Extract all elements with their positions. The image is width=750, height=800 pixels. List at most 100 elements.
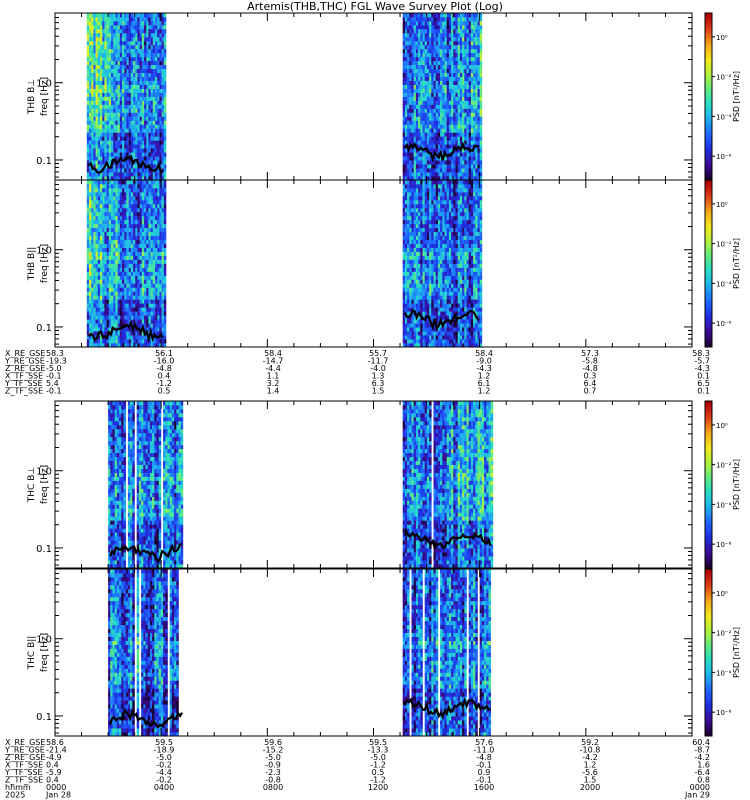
spectrogram-cell (433, 176, 436, 181)
spectrogram-cell (89, 295, 92, 300)
spectrogram-cell (139, 283, 143, 288)
spectrogram-cell (130, 40, 134, 46)
spectrogram-cell (479, 92, 483, 97)
spectrogram-cell (152, 21, 156, 26)
spectrogram-cell (148, 303, 151, 308)
spectrogram-cell (113, 211, 116, 217)
spectrogram-cell (150, 319, 154, 324)
spectrogram-cell (466, 17, 469, 22)
spectrogram-cell (122, 323, 125, 328)
spectrogram-cell (115, 199, 118, 205)
spectrogram-cell (402, 132, 406, 137)
spectrogram-cell (144, 24, 147, 30)
spectrogram-cell (141, 215, 145, 221)
spectrogram-cell (133, 92, 136, 97)
spectrogram-cell (473, 40, 476, 46)
spectrogram-cell (100, 156, 103, 161)
spectrogram-cell (137, 323, 140, 328)
spectrogram-cell (128, 28, 132, 34)
spectrogram-cell (148, 307, 151, 312)
spectrogram-cell (89, 112, 92, 117)
spectrogram-cell (139, 279, 143, 284)
spectrogram-cell (420, 124, 423, 129)
spectrogram-cell (137, 144, 140, 149)
spectrogram-cell (444, 76, 447, 81)
spectrogram-cell (102, 96, 105, 101)
spectrogram-cell (442, 172, 445, 177)
spectrogram-cell (473, 56, 476, 62)
spectrogram-cell (137, 112, 140, 117)
spectrogram-cell (113, 311, 116, 316)
spectrogram-cell (159, 17, 162, 22)
spectrogram-cell (422, 13, 425, 18)
spectrogram-cell (415, 24, 419, 30)
spectrogram-cell (407, 283, 410, 288)
spectrogram-cell (470, 56, 474, 62)
spectrogram-cell (163, 136, 167, 141)
spectrogram-cell (89, 223, 92, 229)
spectrogram-cell (413, 331, 417, 336)
spectrogram-cell (104, 152, 107, 157)
spectrogram-cell (477, 136, 480, 141)
spectrogram-cell (111, 223, 114, 229)
spectrogram-cell (477, 100, 480, 105)
spectrogram-cell (415, 152, 419, 157)
spectrogram-cell (407, 32, 410, 38)
spectrogram-cell (126, 17, 129, 22)
spectrogram-cell (435, 44, 439, 50)
spectrogram-cell (161, 207, 165, 213)
spectrogram-cell (117, 239, 121, 244)
spectrogram-cell (148, 52, 151, 58)
spectrogram-cell (91, 219, 94, 225)
spectrogram-cell (440, 52, 443, 58)
spectrogram-cell (108, 295, 112, 300)
spectrogram-cell (159, 116, 162, 121)
spectrogram-cell (163, 116, 167, 121)
colorbar-tick-label: 10⁻⁴ (716, 113, 732, 121)
spectrogram-cell (117, 120, 121, 125)
spectrogram-cell (144, 100, 147, 105)
colorbar-tick-label: 10⁰ (716, 34, 728, 42)
spectrogram-cell (111, 17, 114, 22)
spectrogram-cell (453, 52, 456, 58)
spectrogram-cell (157, 199, 160, 205)
spectrogram-cell (468, 56, 472, 62)
spectrogram-cell (106, 116, 110, 121)
spectrogram-cell (100, 335, 103, 340)
spectrogram-cell (479, 36, 483, 42)
spectrogram-cell (163, 88, 167, 93)
spectrogram-cell (119, 188, 123, 193)
spectrogram-cell (433, 72, 436, 77)
spectrogram-cell (89, 32, 92, 38)
spectrogram-cell (161, 199, 165, 205)
spectrogram-cell (429, 132, 432, 137)
spectrogram-cell (477, 116, 480, 121)
spectrogram-cell (411, 84, 414, 89)
spectrogram-cell (411, 199, 414, 205)
spectrogram-cell (130, 227, 134, 233)
spectrogram-cell (404, 180, 408, 185)
spectrogram-cell (159, 291, 162, 296)
spectrogram-cell (477, 52, 480, 58)
spectrogram-cell (130, 28, 134, 34)
spectrogram-cell (93, 132, 96, 137)
spectrogram-cell (115, 255, 118, 260)
spectrogram-cell (144, 275, 147, 280)
spectrogram-cell (462, 17, 465, 22)
spectrogram-cell (411, 124, 414, 129)
spectrogram-cell (418, 104, 421, 109)
spectrogram-cell (97, 120, 101, 125)
spectrogram-cell (124, 24, 127, 30)
spectrogram-cell (139, 203, 143, 209)
spectrogram-cell (444, 100, 447, 105)
spectrogram-cell (91, 211, 94, 217)
spectrogram-cell (124, 259, 127, 264)
spectrogram-cell (163, 243, 167, 248)
spectrogram-cell (95, 108, 99, 113)
spectrogram-cell (97, 100, 101, 105)
spectrogram-cell (152, 283, 156, 288)
spectrogram-cell (135, 32, 138, 38)
spectrogram-cell (475, 116, 478, 121)
spectrogram-cell (135, 335, 138, 340)
spectrogram-cell (413, 303, 417, 308)
